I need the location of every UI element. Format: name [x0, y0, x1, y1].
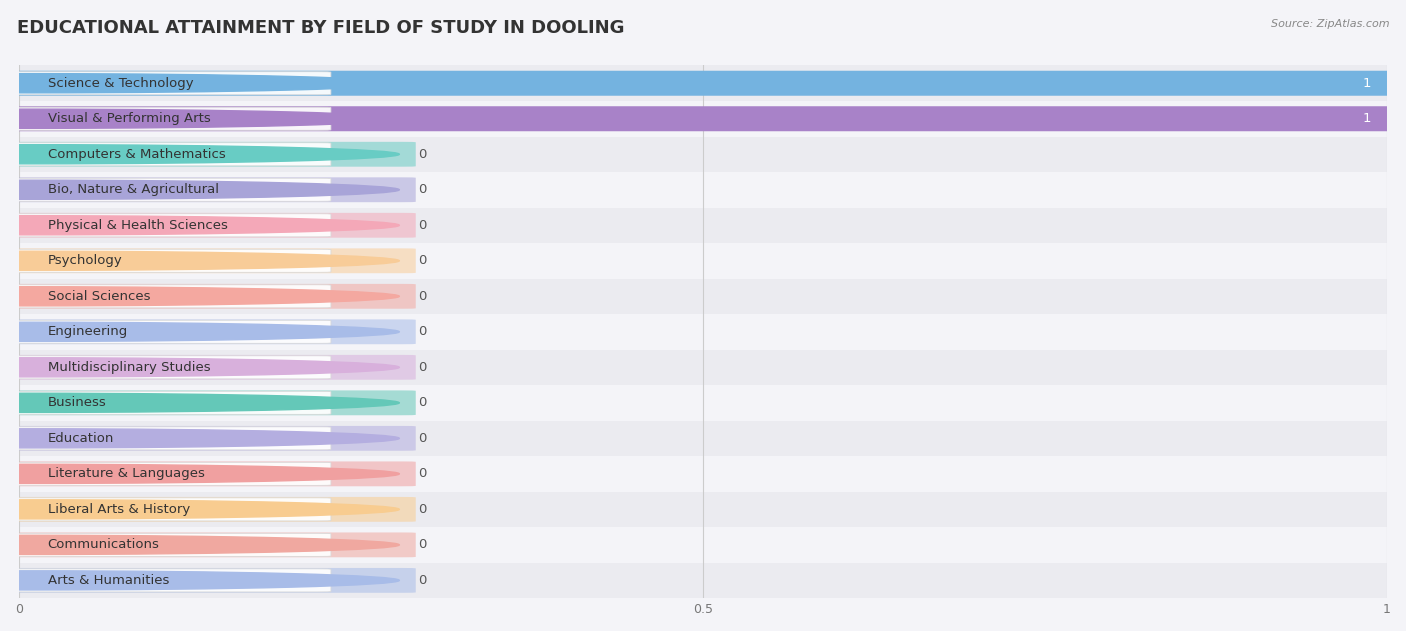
Text: Communications: Communications [48, 538, 160, 551]
Text: 0: 0 [419, 503, 427, 516]
FancyBboxPatch shape [10, 249, 330, 273]
Text: 0: 0 [419, 326, 427, 338]
Text: 0: 0 [419, 538, 427, 551]
Text: 0: 0 [419, 468, 427, 480]
Bar [20, 136, 1388, 172]
Text: Literature & Languages: Literature & Languages [48, 468, 205, 480]
Circle shape [0, 286, 399, 306]
Text: 0: 0 [419, 219, 427, 232]
Text: Arts & Humanities: Arts & Humanities [48, 574, 169, 587]
Bar [20, 492, 1388, 527]
Circle shape [0, 393, 399, 413]
FancyBboxPatch shape [10, 427, 330, 450]
Circle shape [0, 74, 399, 93]
FancyBboxPatch shape [10, 107, 330, 130]
Text: 0: 0 [419, 254, 427, 268]
Circle shape [0, 109, 399, 128]
Text: Multidisciplinary Studies: Multidisciplinary Studies [48, 361, 211, 374]
Circle shape [0, 535, 399, 555]
FancyBboxPatch shape [6, 497, 416, 522]
Text: Psychology: Psychology [48, 254, 122, 268]
Bar [20, 208, 1388, 243]
Circle shape [0, 216, 399, 235]
FancyBboxPatch shape [6, 177, 416, 202]
Text: Science & Technology: Science & Technology [48, 77, 194, 90]
FancyBboxPatch shape [6, 355, 416, 380]
Circle shape [0, 180, 399, 199]
Text: 0: 0 [419, 148, 427, 161]
Bar [20, 243, 1388, 278]
Text: 0: 0 [419, 396, 427, 410]
FancyBboxPatch shape [6, 249, 416, 273]
FancyBboxPatch shape [10, 533, 330, 557]
Text: 0: 0 [419, 574, 427, 587]
Text: Visual & Performing Arts: Visual & Performing Arts [48, 112, 211, 125]
Circle shape [0, 571, 399, 590]
Text: Bio, Nature & Agricultural: Bio, Nature & Agricultural [48, 183, 219, 196]
Circle shape [0, 251, 399, 270]
Bar [20, 172, 1388, 208]
Text: Engineering: Engineering [48, 326, 128, 338]
FancyBboxPatch shape [6, 142, 416, 167]
FancyBboxPatch shape [3, 106, 1403, 131]
Text: Business: Business [48, 396, 107, 410]
FancyBboxPatch shape [6, 391, 416, 415]
Text: Source: ZipAtlas.com: Source: ZipAtlas.com [1271, 19, 1389, 29]
Text: Physical & Health Sciences: Physical & Health Sciences [48, 219, 228, 232]
FancyBboxPatch shape [10, 321, 330, 343]
FancyBboxPatch shape [10, 143, 330, 166]
FancyBboxPatch shape [10, 214, 330, 237]
Circle shape [0, 464, 399, 483]
Circle shape [0, 428, 399, 448]
Bar [20, 563, 1388, 598]
Bar [20, 66, 1388, 101]
FancyBboxPatch shape [3, 71, 1403, 96]
FancyBboxPatch shape [10, 356, 330, 379]
Text: 0: 0 [419, 361, 427, 374]
Text: EDUCATIONAL ATTAINMENT BY FIELD OF STUDY IN DOOLING: EDUCATIONAL ATTAINMENT BY FIELD OF STUDY… [17, 19, 624, 37]
Circle shape [0, 358, 399, 377]
FancyBboxPatch shape [10, 178, 330, 201]
Text: 0: 0 [419, 432, 427, 445]
FancyBboxPatch shape [10, 285, 330, 308]
Text: 0: 0 [419, 183, 427, 196]
Text: Liberal Arts & History: Liberal Arts & History [48, 503, 190, 516]
FancyBboxPatch shape [10, 569, 330, 592]
Bar [20, 278, 1388, 314]
Text: Computers & Mathematics: Computers & Mathematics [48, 148, 225, 161]
FancyBboxPatch shape [10, 498, 330, 521]
FancyBboxPatch shape [6, 213, 416, 238]
Bar [20, 385, 1388, 421]
FancyBboxPatch shape [6, 533, 416, 557]
Bar [20, 421, 1388, 456]
Bar [20, 101, 1388, 136]
Text: 0: 0 [419, 290, 427, 303]
FancyBboxPatch shape [6, 461, 416, 487]
Circle shape [0, 144, 399, 164]
Bar [20, 314, 1388, 350]
FancyBboxPatch shape [10, 72, 330, 95]
FancyBboxPatch shape [6, 568, 416, 593]
FancyBboxPatch shape [6, 319, 416, 345]
FancyBboxPatch shape [10, 391, 330, 415]
Circle shape [0, 500, 399, 519]
Text: 1: 1 [1362, 77, 1371, 90]
Circle shape [0, 322, 399, 341]
Text: 1: 1 [1362, 112, 1371, 125]
Text: Social Sciences: Social Sciences [48, 290, 150, 303]
FancyBboxPatch shape [6, 284, 416, 309]
Bar [20, 456, 1388, 492]
FancyBboxPatch shape [6, 426, 416, 451]
Text: Education: Education [48, 432, 114, 445]
FancyBboxPatch shape [10, 463, 330, 485]
Bar [20, 350, 1388, 385]
Bar [20, 527, 1388, 563]
